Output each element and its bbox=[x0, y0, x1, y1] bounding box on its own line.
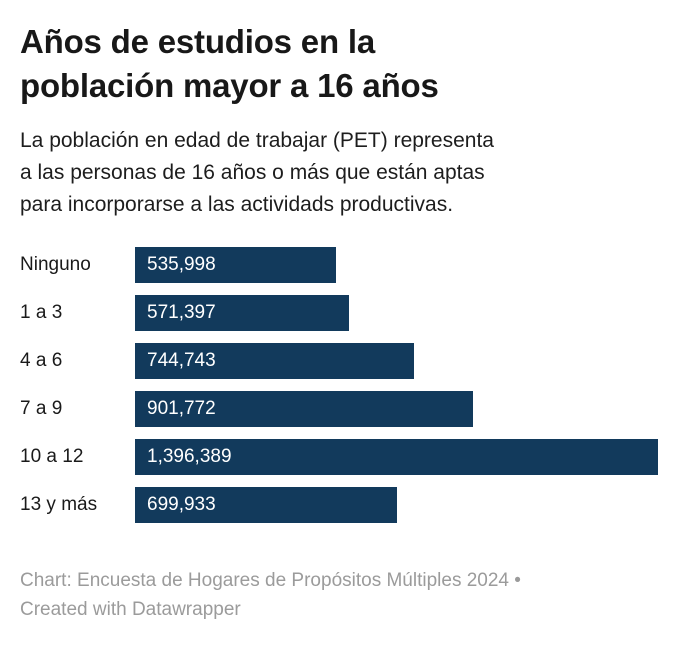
chart-row: 4 a 6 744,743 bbox=[20, 343, 658, 380]
value-label: 571,397 bbox=[147, 302, 216, 324]
value-label: 901,772 bbox=[147, 398, 216, 420]
chart-row: 1 a 3 571,397 bbox=[20, 295, 658, 332]
category-label: 7 a 9 bbox=[20, 398, 63, 420]
value-label: 535,998 bbox=[147, 254, 216, 276]
bar-track: 699,933 bbox=[135, 487, 658, 524]
chart-title: Años de estudios en la población mayor a… bbox=[20, 20, 658, 108]
chart-row: 13 y más 699,933 bbox=[20, 487, 658, 524]
category-label: 10 a 12 bbox=[20, 446, 84, 468]
bar: 571,397 bbox=[135, 295, 349, 332]
chart-rows: Ninguno 535,998 1 a 3 571,397 4 a 6 744,743 7 … bbox=[20, 247, 658, 524]
bar-track: 744,743 bbox=[135, 343, 658, 380]
chart-row: 7 a 9 901,772 bbox=[20, 391, 658, 428]
category-label: Ninguno bbox=[20, 254, 91, 276]
bar: 744,743 bbox=[135, 343, 414, 380]
bar: 699,933 bbox=[135, 487, 398, 524]
chart-title-line-1: Años de estudios en la bbox=[20, 23, 376, 60]
chart-row: Ninguno 535,998 bbox=[20, 247, 658, 284]
chart-subtitle-line-2: a las personas de 16 años o más que está… bbox=[20, 161, 485, 185]
bar-track: 1,396,389 bbox=[135, 439, 658, 476]
bar: 535,998 bbox=[135, 247, 336, 284]
chart-footer-line-1: Chart: Encuesta de Hogares de Propósitos… bbox=[20, 570, 521, 592]
value-label: 699,933 bbox=[147, 494, 216, 516]
category-label: 1 a 3 bbox=[20, 302, 63, 324]
chart-row: 10 a 12 1,396,389 bbox=[20, 439, 658, 476]
category-label: 4 a 6 bbox=[20, 350, 63, 372]
chart-footer: Chart: Encuesta de Hogares de Propósitos… bbox=[20, 567, 658, 624]
chart-subtitle: La población en edad de trabajar (PET) r… bbox=[20, 125, 658, 221]
chart-subtitle-line-3: para incorporarse a las actividads produ… bbox=[20, 193, 454, 217]
bar-chart: Ninguno 535,998 1 a 3 571,397 4 a 6 744,743 7 … bbox=[20, 247, 658, 524]
chart-footer-line-2: Created with Datawrapper bbox=[20, 598, 241, 620]
chart-title-line-2: población mayor a 16 años bbox=[20, 67, 439, 105]
category-label: 13 y más bbox=[20, 494, 98, 516]
bar: 1,396,389 bbox=[135, 439, 658, 476]
bar-track: 901,772 bbox=[135, 391, 658, 428]
bar-track: 535,998 bbox=[135, 247, 658, 284]
value-label: 744,743 bbox=[147, 350, 216, 372]
bar-track: 571,397 bbox=[135, 295, 658, 332]
value-label: 1,396,389 bbox=[147, 446, 232, 468]
bar: 901,772 bbox=[135, 391, 473, 428]
chart-subtitle-line-1: La población en edad de trabajar (PET) r… bbox=[20, 129, 494, 153]
